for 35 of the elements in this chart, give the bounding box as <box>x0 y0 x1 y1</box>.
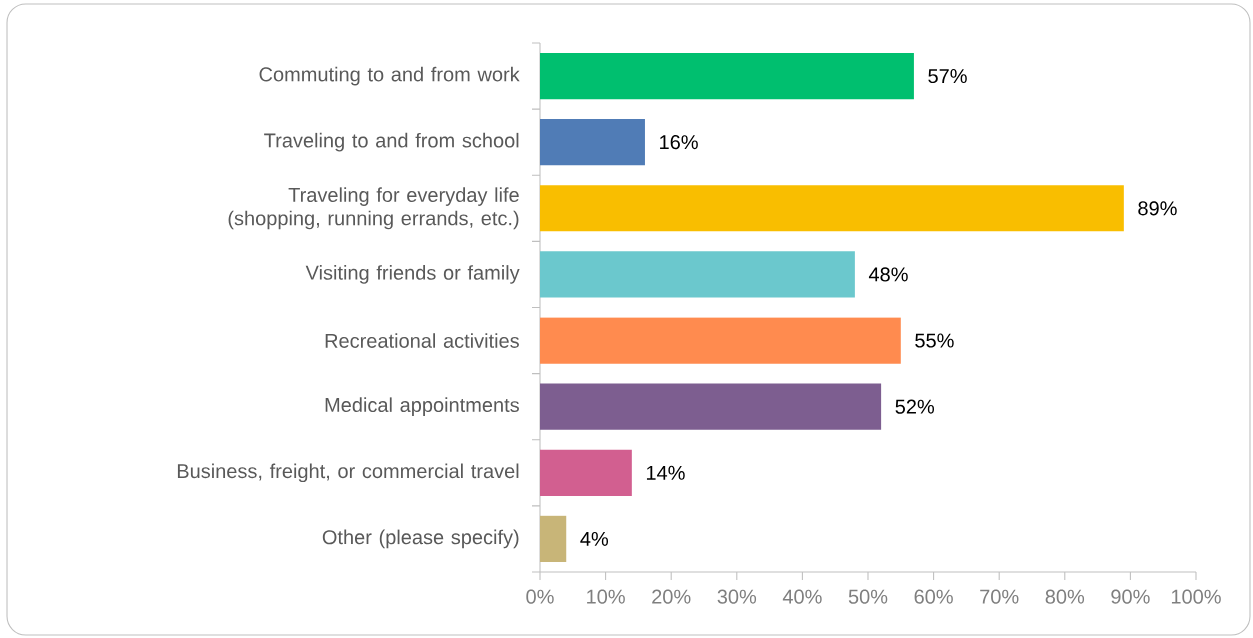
data-label: 16% <box>660 135 698 150</box>
y-tick-label: Business, freight, or commercial travel <box>177 463 519 483</box>
y-tick-label: Traveling for everyday life (shopping, running errands, etc.) <box>228 187 519 230</box>
x-tick-label: 60% <box>914 589 953 604</box>
data-label: 48% <box>868 267 908 282</box>
x-tick-label: 50% <box>848 589 888 604</box>
y-tick-label: Commuting to and from work <box>259 66 520 86</box>
x-tick-label: 70% <box>980 589 1019 604</box>
x-tick-label: 90% <box>1111 589 1150 604</box>
data-label: 57% <box>928 69 967 84</box>
data-label: 14% <box>646 465 685 480</box>
bar <box>540 119 645 166</box>
y-tick-label: Other (please specify) <box>322 529 519 549</box>
data-label: 89% <box>1138 201 1177 216</box>
y-tick-label: Traveling to and from school <box>264 132 519 152</box>
x-tick-label: 80% <box>1045 589 1085 604</box>
bar <box>540 515 567 563</box>
x-tick-label: 100% <box>1171 589 1221 604</box>
x-tick-label: 0% <box>526 589 554 604</box>
bar <box>540 383 882 430</box>
y-tick-label: Recreational activities <box>325 333 519 348</box>
y-tick-label: Medical appointments <box>325 397 519 416</box>
data-label: 52% <box>895 399 935 414</box>
data-label: 4% <box>580 531 609 546</box>
x-tick-label: 40% <box>782 589 822 604</box>
bar <box>540 317 901 364</box>
bar <box>540 52 914 100</box>
x-tick-label: 30% <box>717 589 757 604</box>
bar <box>540 185 1124 232</box>
data-label: 55% <box>915 333 954 348</box>
x-tick-label: 20% <box>652 589 691 604</box>
x-tick-label: 10% <box>587 589 625 604</box>
bar <box>540 449 632 496</box>
y-tick-label: Visiting friends or family <box>305 265 520 284</box>
bar <box>540 251 855 298</box>
